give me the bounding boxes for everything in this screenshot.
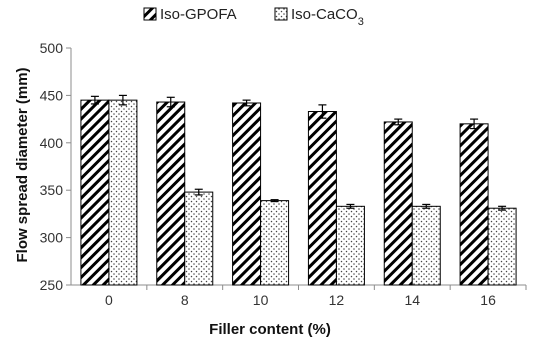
bar-iso-gpofa bbox=[80, 99, 110, 286]
legend: Iso-GPOFA Iso-CaCO3 bbox=[143, 6, 364, 28]
bar-iso-caco3 bbox=[184, 191, 214, 286]
y-tick-label: 450 bbox=[40, 87, 64, 103]
plot-area: 250 300 350 400 450 500 0 8 10 12 14 16 bbox=[40, 40, 527, 308]
y-tick-label: 500 bbox=[40, 40, 64, 56]
y-axis-title: Flow spread diameter (mm) bbox=[14, 67, 31, 262]
bar-iso-gpofa bbox=[459, 123, 489, 286]
x-tick-label: 16 bbox=[480, 292, 496, 308]
bar-iso-caco3 bbox=[335, 205, 365, 286]
bar-iso-caco3 bbox=[108, 99, 138, 286]
x-tick-label: 14 bbox=[404, 292, 420, 308]
legend-swatch-gpofa bbox=[143, 7, 157, 21]
bar-iso-caco3 bbox=[411, 205, 441, 286]
x-axis-title: Filler content (%) bbox=[209, 321, 331, 338]
x-tick-label: 0 bbox=[105, 292, 113, 308]
x-tick-label: 12 bbox=[329, 292, 345, 308]
x-tick-label: 10 bbox=[253, 292, 269, 308]
bar-iso-caco3 bbox=[260, 200, 290, 286]
y-tick-label: 250 bbox=[40, 277, 64, 293]
bar-iso-caco3 bbox=[487, 207, 517, 286]
bar-iso-gpofa bbox=[232, 102, 262, 286]
legend-label-gpofa: Iso-GPOFA bbox=[160, 6, 237, 23]
x-tick-label: 8 bbox=[181, 292, 189, 308]
legend-label-caco3: Iso-CaCO3 bbox=[291, 6, 364, 28]
bar-iso-gpofa bbox=[156, 101, 186, 286]
legend-swatch-caco3 bbox=[274, 7, 288, 21]
y-tick-label: 400 bbox=[40, 135, 64, 151]
y-tick-label: 350 bbox=[40, 182, 64, 198]
bar-iso-gpofa bbox=[307, 111, 337, 286]
y-tick-label: 300 bbox=[40, 230, 64, 246]
bar-iso-gpofa bbox=[383, 121, 413, 286]
